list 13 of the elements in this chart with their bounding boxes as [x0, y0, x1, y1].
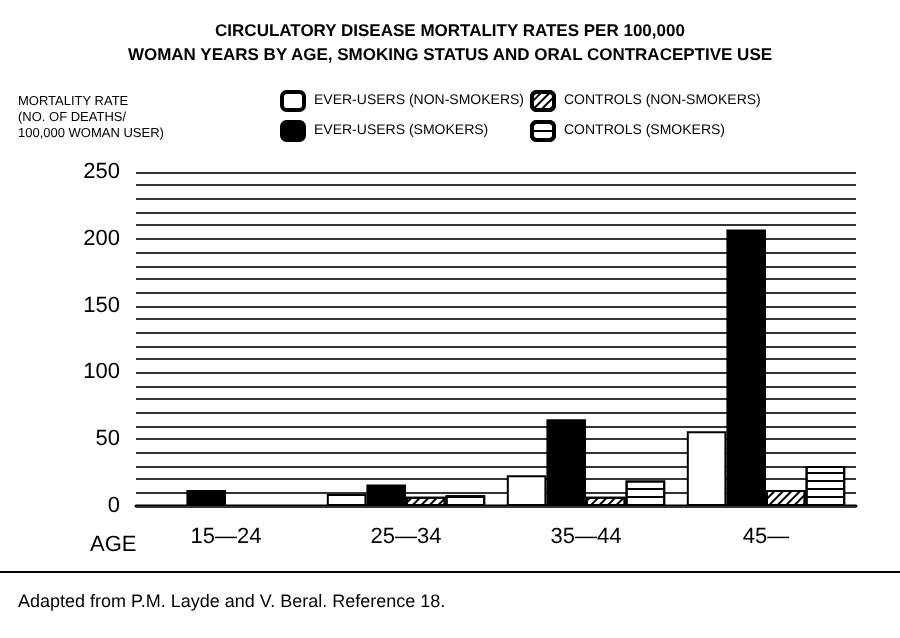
- y-tick-label: 200: [83, 226, 120, 251]
- x-tick-label: 45—: [742, 525, 790, 549]
- text: Adapted from P.M. Layde and V. Beral. Reference 18.: [18, 591, 446, 611]
- x-tick-label: 35—44: [550, 525, 622, 549]
- x-tick-label: 15—24: [190, 525, 262, 549]
- x-tick-label: 25—34: [370, 525, 442, 549]
- y-tick-label: 250: [83, 160, 120, 184]
- y-tick-label: 100: [83, 360, 120, 385]
- chart-title: CIRCULATORY DISEASE MORTALITY RATES PER 100,000 WOMAN YEARS BY AGE, SMOKING STATUS AND ORAL CONTRACEPTIVE USE: [127, 20, 773, 64]
- x-axis-title: AGE: [90, 533, 137, 557]
- y-tick-label: 150: [83, 293, 120, 318]
- y-tick-label: 50: [95, 427, 120, 452]
- y-tick-label: 0: [107, 494, 120, 518]
